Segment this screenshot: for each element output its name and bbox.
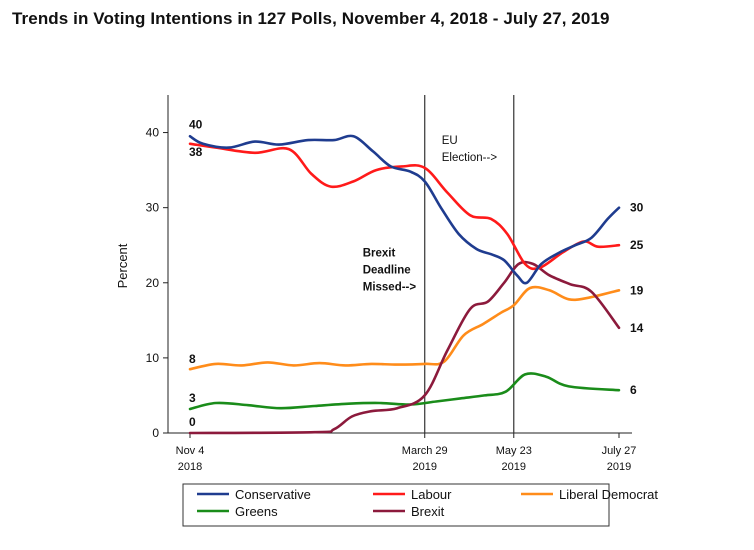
legend-item-greens: Greens: [197, 504, 278, 519]
series-line-greens: [188, 372, 621, 411]
legend-label: Liberal Democrat: [559, 487, 658, 502]
event-annotation-line: Election-->: [442, 152, 498, 164]
start-label-brexit: 0: [189, 415, 196, 429]
y-tick-label: 30: [146, 201, 160, 215]
event-annotation-line: EU: [442, 135, 458, 147]
legend-label: Brexit: [411, 504, 445, 519]
event-annotation-line: Deadline: [363, 264, 411, 276]
event-annotation-line: Brexit: [363, 247, 396, 259]
x-tick-label: March 29 2019: [402, 445, 448, 473]
y-tick-label: 0: [152, 426, 159, 440]
legend-label: Conservative: [235, 487, 311, 502]
start-label-greens: 3: [189, 391, 196, 405]
series-line-brexit: [188, 260, 621, 435]
chart-title: Trends in Voting Intentions in 127 Polls…: [12, 9, 610, 28]
y-axis-title: Percent: [115, 243, 130, 288]
x-tick-label-line: 2018: [178, 461, 202, 473]
x-tick-label-line: March 29: [402, 445, 448, 457]
y-tick-label: 10: [146, 351, 160, 365]
legend-label: Labour: [411, 487, 452, 502]
legend-item-liberal-democrat: Liberal Democrat: [521, 487, 658, 502]
y-tick-label: 20: [146, 276, 160, 290]
x-tick-label-line: 2019: [607, 461, 631, 473]
legend-box: [182, 483, 610, 527]
start-label-conservative: 40: [189, 117, 203, 131]
series-line-labour: [188, 142, 621, 271]
end-label-brexit: 14: [630, 321, 644, 335]
y-tick-label: 40: [146, 126, 160, 140]
legend-item-brexit: Brexit: [373, 504, 445, 519]
x-tick-label-line: July 27: [602, 445, 637, 457]
event-annotation-line: Missed-->: [363, 281, 417, 293]
series-lines: [188, 134, 621, 435]
end-label-liberal-democrat: 19: [630, 283, 644, 297]
x-tick-label: May 23 2019: [496, 445, 532, 473]
series-value-labels: 40 30 38 25 8 19 3 6 0 14: [189, 117, 644, 429]
start-label-labour: 38: [189, 145, 203, 159]
x-tick-label-line: May 23: [496, 445, 532, 457]
x-tick-label-line: 2019: [502, 461, 526, 473]
x-tick-label: July 27 2019: [602, 445, 637, 473]
event-annotation: Brexit Deadline Missed-->: [363, 247, 417, 293]
legend-label: Greens: [235, 504, 278, 519]
end-label-greens: 6: [630, 383, 637, 397]
legend-item-conservative: Conservative: [197, 487, 311, 502]
end-label-conservative: 30: [630, 201, 644, 215]
event-annotation: EU Election-->: [442, 135, 498, 164]
x-tick-label: Nov 4 2018: [176, 445, 205, 473]
legend-item-labour: Labour: [373, 487, 452, 502]
series-line-conservative: [188, 134, 621, 285]
x-tick-label-line: 2019: [412, 461, 436, 473]
x-tick-label-line: Nov 4: [176, 445, 205, 457]
annotations: Brexit Deadline Missed--> EU Election-->: [363, 95, 515, 433]
start-label-liberal-democrat: 8: [189, 352, 196, 366]
legend: Conservative Labour Liberal Democrat Greens…: [182, 483, 658, 527]
series-line-liberal-democrat: [188, 285, 621, 371]
end-label-labour: 25: [630, 238, 644, 252]
